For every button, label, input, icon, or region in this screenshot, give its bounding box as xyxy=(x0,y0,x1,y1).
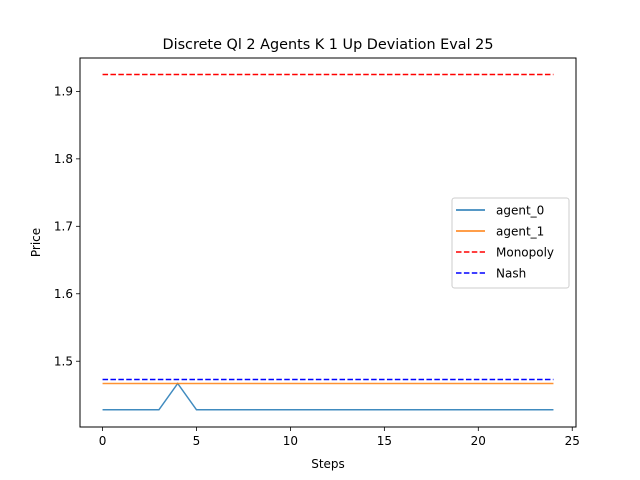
x-axis-label: Steps xyxy=(311,457,345,471)
y-axis-label: Price xyxy=(29,228,43,257)
x-tick-label: 25 xyxy=(565,434,580,448)
legend-label: agent_0 xyxy=(496,204,544,218)
y-axis: 1.5 1.6 1.7 1.8 1.9 xyxy=(54,85,80,369)
y-tick-label: 1.8 xyxy=(54,152,73,166)
x-tick-label: 15 xyxy=(377,434,392,448)
legend-label: agent_1 xyxy=(496,225,544,239)
legend-label: Monopoly xyxy=(496,246,554,260)
y-tick-label: 1.5 xyxy=(54,355,73,369)
legend-box xyxy=(451,197,570,289)
y-tick-label: 1.9 xyxy=(54,85,73,99)
plot-area xyxy=(79,57,577,428)
x-tick-label: 0 xyxy=(99,434,107,448)
y-tick-label: 1.7 xyxy=(54,220,73,234)
series-layer xyxy=(102,73,554,411)
x-tick-label: 5 xyxy=(193,434,201,448)
legend-label: Nash xyxy=(496,267,526,281)
x-tick-label: 20 xyxy=(471,434,486,448)
legend: agent_0 agent_1 Monopoly Nash xyxy=(451,197,570,289)
x-axis: 0 5 10 15 20 25 xyxy=(99,427,580,448)
x-tick-label: 10 xyxy=(283,434,298,448)
chart-title: Discrete Ql 2 Agents K 1 Up Deviation Ev… xyxy=(162,37,493,53)
y-tick-label: 1.6 xyxy=(54,287,73,301)
